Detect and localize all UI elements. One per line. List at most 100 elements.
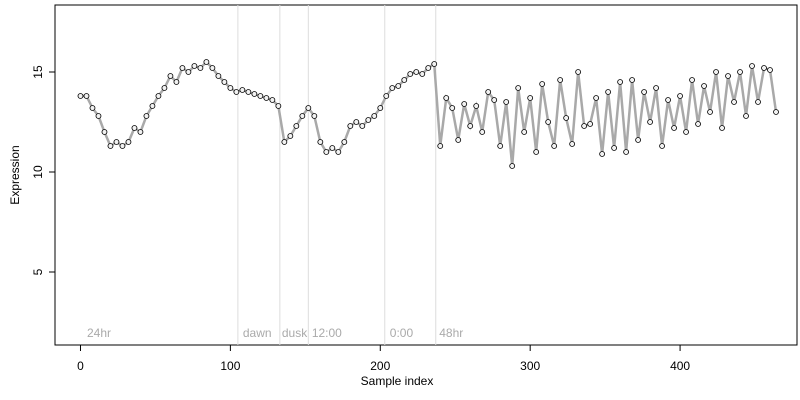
data-point bbox=[503, 99, 510, 105]
data-point bbox=[485, 89, 492, 95]
data-point bbox=[389, 85, 396, 91]
data-point bbox=[257, 93, 264, 99]
data-point bbox=[605, 89, 612, 95]
data-point bbox=[149, 103, 156, 109]
data-point bbox=[281, 139, 288, 145]
data-point bbox=[569, 141, 576, 147]
data-point bbox=[563, 115, 570, 121]
data-point bbox=[323, 149, 330, 155]
x-axis-label: Sample index bbox=[361, 374, 434, 388]
data-point bbox=[143, 113, 150, 119]
data-point bbox=[113, 139, 120, 145]
y-tick-label: 15 bbox=[31, 65, 45, 79]
data-point bbox=[671, 125, 677, 131]
data-point bbox=[401, 77, 408, 83]
data-point bbox=[467, 123, 474, 129]
data-point bbox=[251, 91, 258, 97]
data-point bbox=[665, 97, 671, 103]
x-tick-label: 400 bbox=[670, 359, 690, 373]
y-tick-label: 5 bbox=[31, 268, 45, 275]
annotation: 0:00 bbox=[390, 326, 414, 340]
data-point bbox=[425, 65, 432, 71]
data-point bbox=[353, 119, 360, 125]
data-point bbox=[599, 151, 606, 157]
data-point bbox=[659, 143, 665, 149]
data-point bbox=[383, 93, 390, 99]
data-point bbox=[701, 83, 707, 89]
data-point bbox=[95, 113, 102, 119]
data-point bbox=[407, 71, 414, 77]
data-point bbox=[737, 69, 743, 75]
data-point bbox=[185, 69, 192, 75]
data-point bbox=[161, 85, 168, 91]
data-point bbox=[137, 129, 144, 135]
series-line bbox=[80, 60, 778, 167]
data-point bbox=[197, 65, 204, 71]
data-point bbox=[125, 139, 132, 145]
data-point bbox=[479, 129, 486, 135]
data-point bbox=[527, 95, 534, 101]
data-point bbox=[215, 73, 222, 79]
data-point bbox=[299, 113, 306, 119]
data-point bbox=[461, 101, 468, 107]
data-point bbox=[119, 143, 126, 149]
data-point bbox=[227, 85, 234, 91]
data-point bbox=[623, 149, 630, 155]
y-axis-label: Expression bbox=[8, 145, 22, 204]
data-point bbox=[347, 123, 354, 129]
annotation: dusk bbox=[282, 326, 308, 340]
data-point bbox=[707, 109, 713, 115]
data-point bbox=[305, 105, 312, 111]
data-point bbox=[269, 97, 276, 103]
data-point bbox=[743, 113, 749, 119]
y-tick-label: 10 bbox=[31, 165, 45, 179]
data-point bbox=[539, 81, 546, 87]
data-point bbox=[311, 113, 318, 119]
data-point bbox=[545, 119, 552, 125]
data-point bbox=[221, 79, 228, 85]
data-point bbox=[107, 143, 114, 149]
data-point bbox=[629, 77, 636, 83]
annotation: 24hr bbox=[87, 326, 111, 340]
annotation: 12:00 bbox=[312, 326, 342, 340]
data-point bbox=[167, 73, 174, 79]
data-point bbox=[419, 71, 426, 77]
data-point bbox=[647, 119, 653, 125]
data-point bbox=[233, 89, 240, 95]
data-point bbox=[359, 123, 366, 129]
annotation: dawn bbox=[243, 326, 272, 340]
data-point bbox=[491, 97, 498, 103]
data-point bbox=[695, 121, 701, 127]
data-point bbox=[317, 139, 324, 145]
data-point bbox=[341, 139, 348, 145]
data-point bbox=[731, 99, 737, 105]
data-point bbox=[587, 121, 594, 127]
x-tick-label: 200 bbox=[370, 359, 390, 373]
data-point bbox=[761, 65, 767, 71]
data-point bbox=[443, 95, 450, 101]
data-point bbox=[179, 65, 186, 71]
data-point bbox=[293, 123, 300, 129]
data-point bbox=[395, 83, 402, 89]
data-point bbox=[689, 77, 695, 83]
data-point bbox=[365, 117, 372, 123]
x-tick-label: 0 bbox=[77, 359, 84, 373]
data-point bbox=[653, 85, 659, 91]
annotation: 48hr bbox=[439, 326, 463, 340]
data-point bbox=[515, 85, 522, 91]
data-point bbox=[755, 99, 761, 105]
data-point bbox=[455, 137, 462, 143]
data-point bbox=[611, 145, 618, 151]
data-point bbox=[473, 103, 480, 109]
data-point bbox=[431, 61, 438, 67]
data-point bbox=[203, 59, 210, 65]
data-point bbox=[437, 143, 444, 149]
data-point bbox=[329, 145, 336, 151]
data-point bbox=[263, 95, 270, 101]
data-point bbox=[155, 93, 162, 99]
data-point bbox=[287, 133, 294, 139]
data-point bbox=[449, 105, 456, 111]
data-point bbox=[509, 163, 516, 169]
data-point bbox=[575, 69, 582, 75]
